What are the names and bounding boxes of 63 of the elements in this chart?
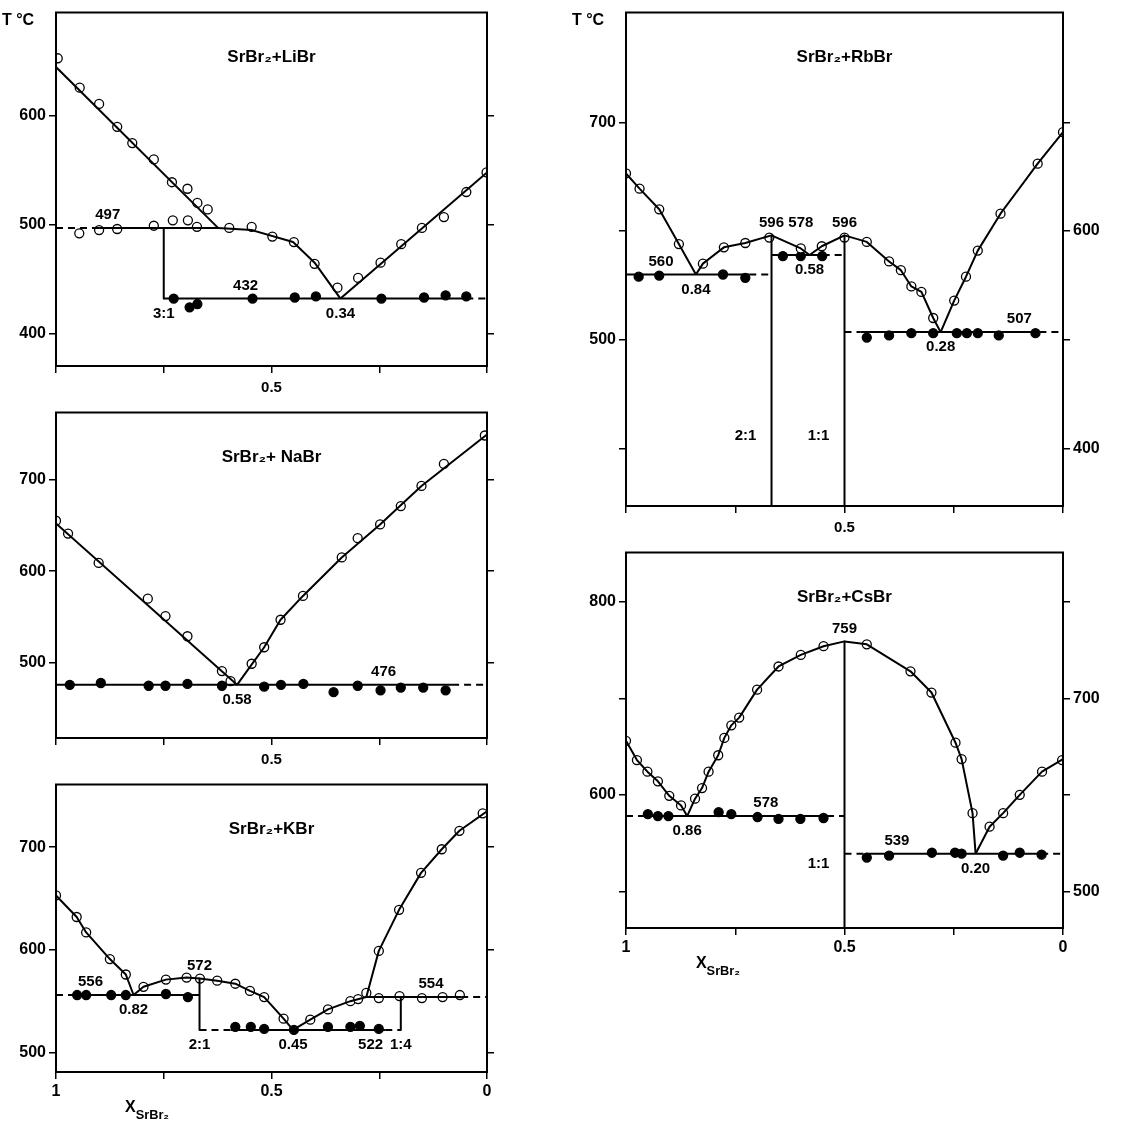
y-tick-label: 700 bbox=[19, 469, 47, 487]
y-tick-label: 700 bbox=[589, 112, 617, 130]
annotation: 0.28 bbox=[926, 337, 956, 355]
annotation: 556 bbox=[77, 972, 103, 990]
annotation: 759 bbox=[831, 618, 858, 636]
annotation: 0.82 bbox=[118, 1000, 149, 1018]
y2-tick-label: 700 bbox=[1073, 688, 1100, 706]
annotation: 0.20 bbox=[961, 858, 991, 876]
annotation: 596 bbox=[759, 212, 785, 230]
x-tick-label: 1 bbox=[51, 1082, 61, 1100]
annotation: 0.86 bbox=[672, 821, 702, 839]
annotation: 507 bbox=[1006, 309, 1032, 327]
y-tick-label: 600 bbox=[19, 106, 47, 124]
y-tick-label: 500 bbox=[589, 330, 617, 348]
y2-tick-label: 500 bbox=[1073, 881, 1100, 899]
text: 0.5 bbox=[261, 750, 282, 768]
text: SrBr₂+KBr bbox=[228, 819, 315, 839]
y-axis-title: T °C bbox=[572, 11, 605, 29]
text: SrBr₂+RbBr bbox=[796, 47, 893, 67]
annotation: 554 bbox=[418, 974, 445, 992]
annotation: 0.58 bbox=[794, 260, 825, 278]
annotation: 1:1 bbox=[807, 853, 830, 871]
y-tick-label: 700 bbox=[19, 837, 47, 855]
annotation: 539 bbox=[884, 830, 910, 848]
annotation: 497 bbox=[95, 205, 121, 223]
y2-tick-label: 600 bbox=[1073, 221, 1100, 239]
y-axis-title: T °C bbox=[2, 11, 35, 29]
y-tick-label: 500 bbox=[19, 215, 47, 233]
annotation: 1:4 bbox=[389, 1035, 413, 1053]
text: 0.5 bbox=[834, 518, 855, 536]
annotation: 0.34 bbox=[325, 303, 356, 321]
y-tick-label: 800 bbox=[589, 592, 617, 610]
annotation: 2:1 bbox=[188, 1035, 211, 1053]
text: SrBr₂+LiBr bbox=[227, 47, 317, 67]
annotation: 2:1 bbox=[734, 425, 757, 443]
x-tick-label: 1 bbox=[621, 938, 631, 956]
annotation: 432 bbox=[233, 275, 259, 293]
annotation: 572 bbox=[187, 955, 213, 973]
annotation: 560 bbox=[648, 251, 674, 269]
y-tick-label: 600 bbox=[19, 940, 47, 958]
annotation: 476 bbox=[371, 661, 397, 679]
annotation: 0.45 bbox=[278, 1035, 308, 1053]
annotation: 3:1 bbox=[152, 303, 175, 321]
y-tick-label: 600 bbox=[589, 785, 617, 803]
y-tick-label: 500 bbox=[19, 1042, 47, 1060]
annotation: 0.58 bbox=[222, 689, 252, 707]
text: 0.5 bbox=[261, 378, 282, 396]
x-tick-label: 0.5 bbox=[260, 1082, 283, 1100]
annotation: 522 bbox=[358, 1035, 384, 1053]
y2-tick-label: 400 bbox=[1073, 438, 1100, 456]
y-tick-label: 600 bbox=[19, 561, 47, 579]
annotation: 1:1 bbox=[807, 425, 830, 443]
y-tick-label: 400 bbox=[19, 323, 47, 341]
annotation: 0.84 bbox=[681, 279, 712, 297]
x-tick-label: 0 bbox=[482, 1082, 492, 1100]
annotation: 578 bbox=[753, 793, 779, 811]
annotation: 596 bbox=[831, 212, 858, 230]
y-tick-label: 500 bbox=[19, 653, 47, 671]
x-tick-label: 0 bbox=[1058, 938, 1068, 956]
text: SrBr₂+ NaBr bbox=[221, 447, 322, 467]
x-tick-label: 0.5 bbox=[833, 938, 856, 956]
annotation: 578 bbox=[788, 213, 814, 231]
text: SrBr₂+CsBr bbox=[797, 587, 893, 607]
